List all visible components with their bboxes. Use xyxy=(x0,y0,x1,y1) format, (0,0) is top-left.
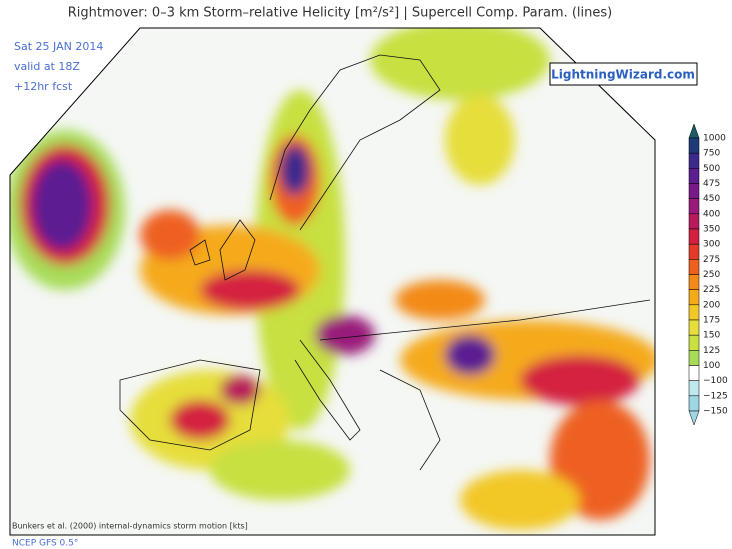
colorbar-label: 225 xyxy=(703,285,720,295)
colorbar-segment xyxy=(688,304,700,321)
colorbar-segment xyxy=(688,380,700,397)
colorbar-label: 100 xyxy=(703,361,720,371)
colorbar-label: −150 xyxy=(703,407,728,417)
colorbar-segment xyxy=(688,395,700,412)
colorbar-label: −100 xyxy=(703,376,728,386)
forecast-info: Sat 25 JAN 2014 valid at 18Z +12hr fcst xyxy=(14,40,103,93)
coastlines xyxy=(119,54,651,471)
map-frame xyxy=(9,27,656,536)
colorbar-label: 125 xyxy=(703,346,720,356)
info-line: Sat 25 JAN 2014 xyxy=(14,40,103,53)
colorbar-label: 475 xyxy=(703,179,720,189)
colorbar-label: 750 xyxy=(703,149,720,159)
colorbar-segment xyxy=(688,259,700,275)
colorbar-label: 400 xyxy=(703,209,720,219)
colorbar-label: 350 xyxy=(703,225,720,235)
info-line: +12hr fcst xyxy=(14,80,73,93)
logo: LightningWizard.com xyxy=(551,68,695,82)
colorbar-label: 1000 xyxy=(703,134,726,144)
colorbar-label: 175 xyxy=(703,316,720,326)
colorbar-label: 275 xyxy=(703,255,720,265)
colorbar-label: 300 xyxy=(703,240,720,250)
colorbar-arrow-bottom xyxy=(688,410,700,426)
helicity-field xyxy=(10,28,655,530)
logo-box xyxy=(549,62,698,86)
colorbar-segment xyxy=(688,183,700,199)
footer-source: NCEP GFS 0.5° xyxy=(12,539,78,549)
colorbar-segment xyxy=(688,152,700,169)
colorbar-segment xyxy=(688,243,700,260)
colorbar-arrow-top xyxy=(688,123,700,139)
colorbar-segment xyxy=(688,137,700,154)
colorbar-segment xyxy=(688,365,700,381)
colorbar-label: 200 xyxy=(703,300,720,310)
colorbar-segment xyxy=(688,274,700,290)
footer-note: Bunkers et al. (2000) internal-dynamics … xyxy=(12,522,248,531)
colorbar-label: 500 xyxy=(703,164,720,174)
colorbar-label: 250 xyxy=(703,270,720,280)
colorbar-segment xyxy=(688,168,700,184)
map xyxy=(10,28,655,535)
colorbar-segment xyxy=(688,198,700,215)
colorbar-segment xyxy=(688,334,700,351)
title: Rightmover: 0–3 km Storm–relative Helici… xyxy=(68,6,612,21)
colorbar-segment xyxy=(688,319,700,336)
colorbar-segment xyxy=(688,289,700,306)
colorbar-label: 150 xyxy=(703,331,720,341)
colorbar-label: 450 xyxy=(703,194,720,204)
colorbar-label: −125 xyxy=(703,391,728,401)
info-line: valid at 18Z xyxy=(14,60,80,73)
colorbar: 1000 750 500 475 450 400 350 300 275 250 225 200 175… xyxy=(688,123,728,426)
colorbar-segment xyxy=(688,228,700,245)
colorbar-segment xyxy=(688,213,700,230)
colorbar-segment xyxy=(688,350,700,366)
